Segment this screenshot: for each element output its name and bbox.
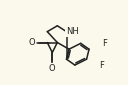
Text: O: O	[28, 38, 35, 47]
Text: O: O	[49, 64, 56, 73]
Text: NH: NH	[66, 27, 79, 36]
Text: F: F	[102, 39, 107, 48]
Text: F: F	[99, 61, 104, 70]
